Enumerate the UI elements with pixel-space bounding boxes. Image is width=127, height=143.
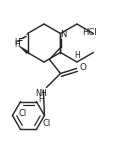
Text: Cl: Cl: [42, 119, 51, 128]
Text: H: H: [39, 95, 44, 104]
Text: O: O: [80, 63, 87, 72]
Text: H: H: [15, 38, 20, 47]
Text: N: N: [60, 30, 67, 39]
Text: NH: NH: [36, 89, 47, 98]
Text: HCl: HCl: [82, 28, 97, 37]
Polygon shape: [19, 45, 28, 54]
Text: Cl: Cl: [18, 109, 27, 118]
Text: H: H: [15, 40, 20, 49]
Text: H: H: [74, 50, 80, 59]
